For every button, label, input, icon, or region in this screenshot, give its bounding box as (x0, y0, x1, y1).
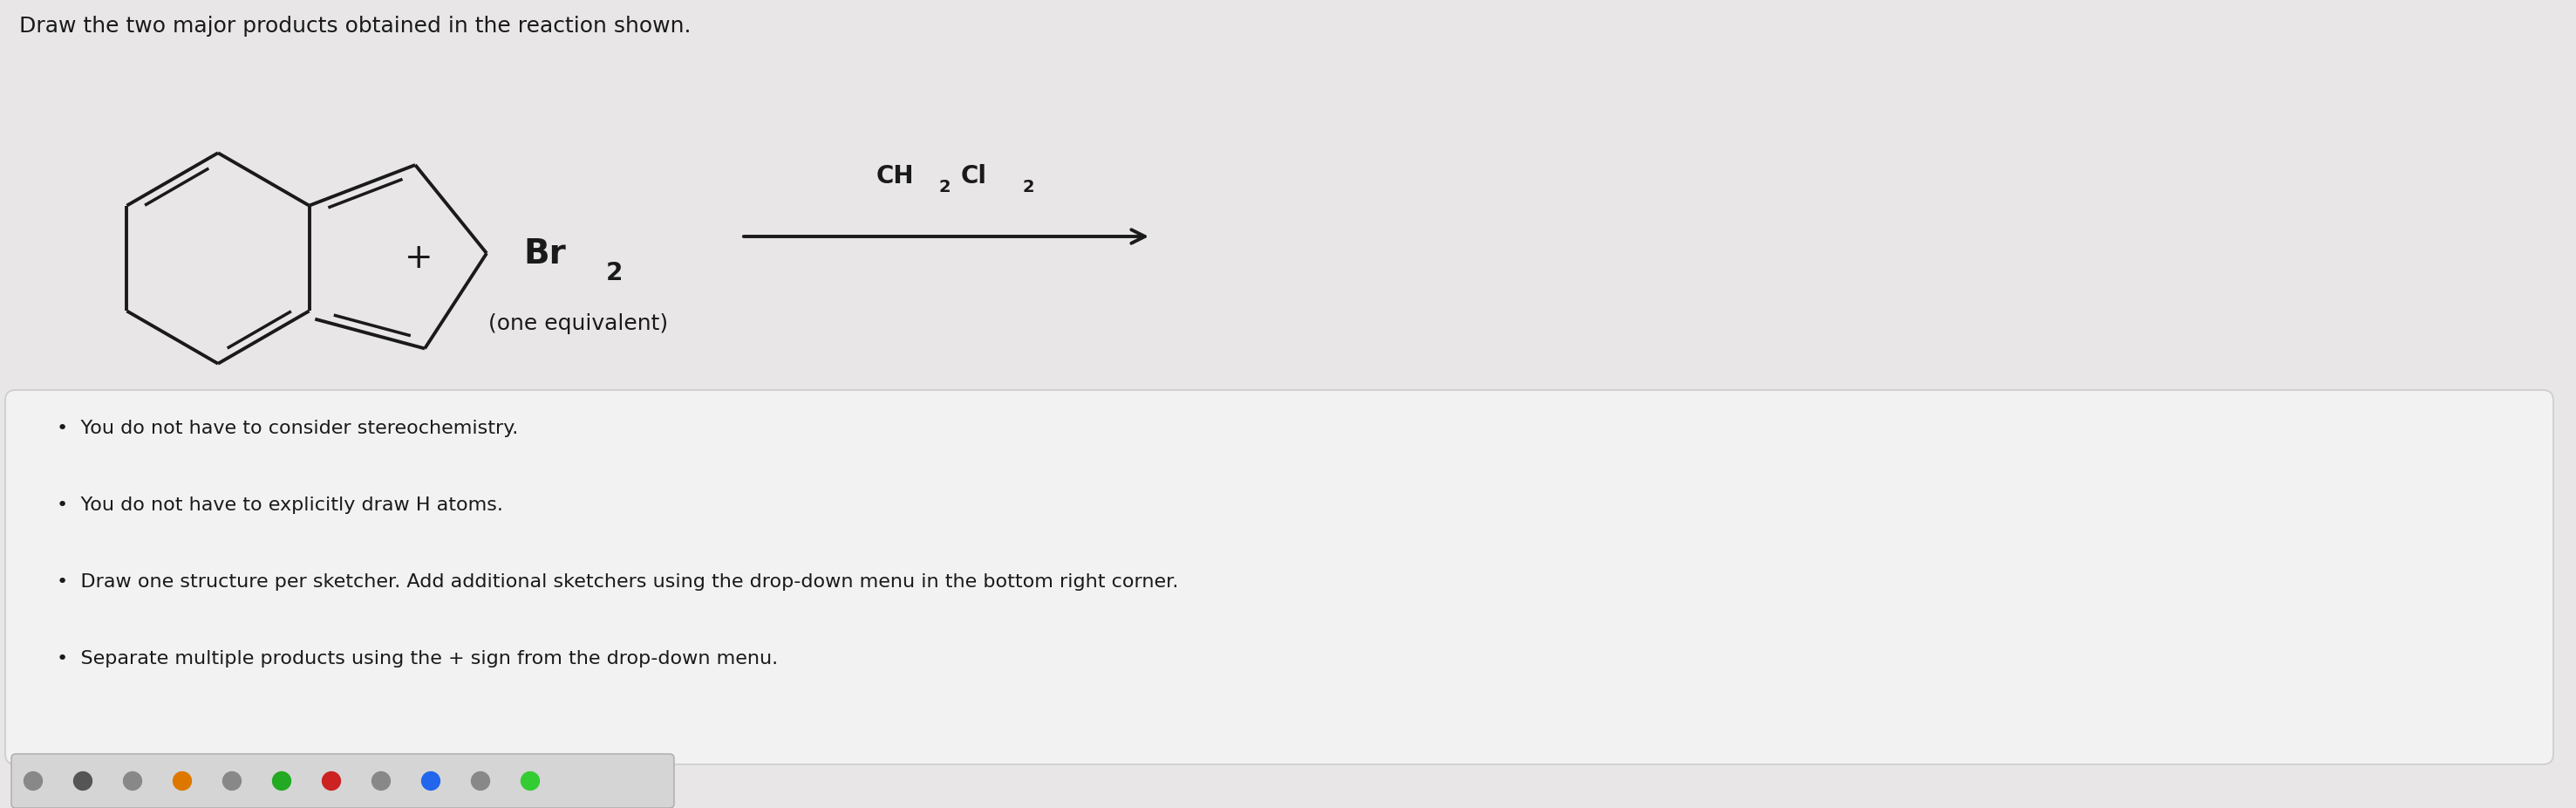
Text: Draw the two major products obtained in the reaction shown.: Draw the two major products obtained in … (18, 15, 690, 36)
Circle shape (273, 772, 291, 790)
Circle shape (322, 772, 340, 790)
Circle shape (422, 772, 440, 790)
Text: 2: 2 (1023, 179, 1036, 196)
Text: Cl: Cl (961, 164, 987, 188)
Circle shape (173, 772, 191, 790)
Circle shape (75, 772, 93, 790)
Text: (one equivalent): (one equivalent) (489, 314, 667, 335)
Text: CH: CH (876, 164, 914, 188)
Circle shape (124, 772, 142, 790)
Text: •  Separate multiple products using the + sign from the drop-down menu.: • Separate multiple products using the +… (57, 650, 778, 667)
Text: 2: 2 (940, 179, 951, 196)
Circle shape (471, 772, 489, 790)
Circle shape (224, 772, 242, 790)
Text: •  You do not have to explicitly draw H atoms.: • You do not have to explicitly draw H a… (57, 496, 502, 514)
Text: •  Draw one structure per sketcher. Add additional sketchers using the drop-down: • Draw one structure per sketcher. Add a… (57, 574, 1177, 591)
Text: 2: 2 (605, 261, 623, 285)
FancyBboxPatch shape (5, 390, 2553, 764)
Text: +: + (404, 242, 433, 275)
FancyBboxPatch shape (10, 754, 675, 808)
Circle shape (520, 772, 538, 790)
Text: Br: Br (523, 238, 567, 271)
Circle shape (23, 772, 41, 790)
Circle shape (371, 772, 389, 790)
Text: •  You do not have to consider stereochemistry.: • You do not have to consider stereochem… (57, 419, 518, 437)
